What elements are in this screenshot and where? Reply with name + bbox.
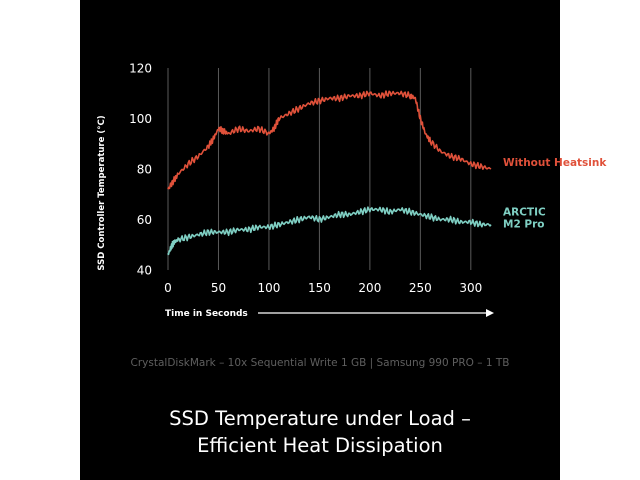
- grid-lines: [167, 68, 472, 270]
- chart-panel: [80, 0, 560, 480]
- headline: SSD Temperature under Load – Efficient H…: [80, 405, 560, 459]
- y-tick-label: 40: [137, 264, 152, 278]
- headline-line-1: SSD Temperature under Load –: [169, 407, 471, 430]
- y-axis-label: SSD Controller Temperature (°C): [97, 115, 107, 270]
- x-tick-label: 0: [164, 281, 172, 295]
- x-tick-label: 200: [358, 281, 381, 295]
- benchmark-footnote: CrystalDiskMark – 10x Sequential Write 1…: [130, 357, 510, 369]
- y-tick-label: 80: [137, 163, 152, 177]
- series-line-0: [167, 90, 492, 190]
- series-lines: [167, 90, 492, 256]
- headline-line-2: Efficient Heat Dissipation: [197, 434, 443, 457]
- y-tick-label: 120: [129, 62, 152, 76]
- legend-label-0: Without Heatsink: [503, 157, 607, 169]
- x-tick-label: 250: [409, 281, 432, 295]
- y-tick-label: 100: [129, 112, 152, 126]
- tick-labels: 0 50 100 150 200 250 300 40 60 80 100 120: [129, 62, 482, 296]
- y-tick-label: 60: [137, 213, 152, 227]
- x-tick-label: 300: [459, 281, 482, 295]
- legend-label-1: ARCTIC M2 Pro: [503, 207, 546, 231]
- x-tick-label: 100: [257, 281, 280, 295]
- legend: Without Heatsink ARCTIC M2 Pro: [503, 157, 607, 231]
- series-line-1: [167, 206, 492, 256]
- x-tick-label: 150: [308, 281, 331, 295]
- x-axis-label: Time in Seconds: [165, 309, 248, 319]
- x-tick-label: 50: [211, 281, 226, 295]
